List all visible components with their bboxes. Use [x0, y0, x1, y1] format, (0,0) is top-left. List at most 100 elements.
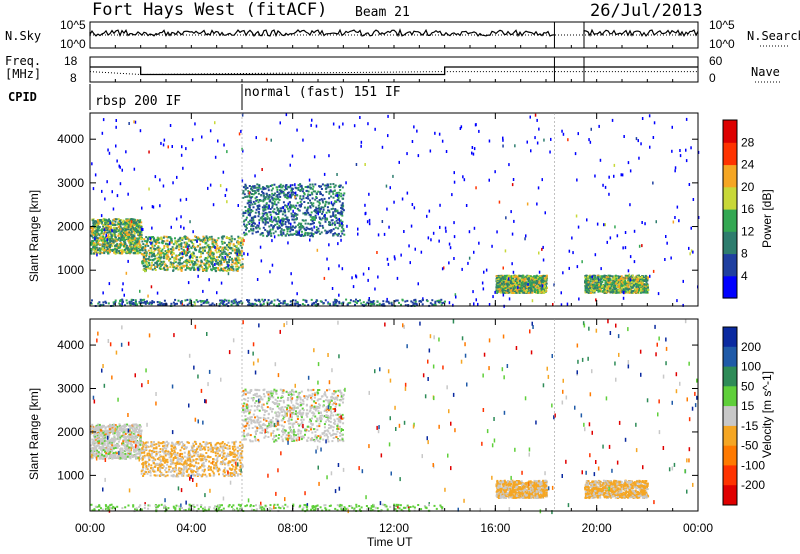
power-pixel: [290, 191, 293, 194]
power-pixel: [545, 282, 548, 285]
power-pixel: [290, 189, 293, 192]
power-pixel: [325, 230, 328, 233]
power-pixel: [678, 219, 680, 223]
power-pixel: [137, 225, 140, 228]
power-pixel: [641, 275, 643, 278]
power-pixel: [607, 277, 610, 280]
power-pixel: [613, 280, 616, 283]
power-pixel: [243, 219, 246, 222]
power-pixel: [287, 226, 290, 229]
power-pixel: [139, 251, 142, 254]
power-pixel: [247, 213, 250, 216]
power-pixel: [241, 265, 244, 268]
power-pixel: [639, 278, 642, 281]
power-pixel: [151, 241, 154, 244]
power-pixel: [214, 155, 217, 159]
power-pixel: [202, 240, 205, 243]
power-pixel: [187, 245, 189, 249]
power-pixel: [251, 232, 254, 235]
power-pixel: [148, 253, 151, 256]
power-pixel: [322, 208, 325, 211]
power-pixel: [594, 285, 597, 288]
power-pixel: [92, 248, 95, 251]
power-pixel: [90, 243, 93, 246]
power-pixel: [94, 227, 97, 230]
power-pixel: [162, 257, 165, 260]
power-pixel: [161, 240, 164, 243]
power-pixel: [514, 282, 517, 284]
power-pixel: [108, 244, 111, 247]
power-pixel: [679, 154, 682, 158]
power-pixel: [633, 260, 636, 264]
power-pixel: [276, 194, 279, 197]
power-pixel: [94, 244, 97, 247]
power-pixel: [204, 249, 206, 252]
power-pixel: [623, 282, 626, 285]
power-pixel: [125, 219, 128, 222]
power-pixel: [230, 265, 233, 268]
power-pixel: [282, 219, 285, 222]
power-pixel: [214, 263, 216, 266]
power-pixel: [98, 221, 101, 224]
power-pixel: [621, 282, 624, 285]
power-pixel: [241, 237, 244, 240]
power-pixel: [201, 252, 204, 255]
power-pixel: [295, 204, 298, 207]
power-pixel: [256, 199, 259, 201]
power-pixel: [221, 253, 224, 256]
power-pixel: [308, 232, 311, 235]
power-pixel: [504, 289, 507, 292]
power-pixel: [255, 199, 258, 202]
power-pixel: [183, 226, 185, 230]
power-pixel: [592, 278, 594, 281]
power-pixel: [248, 206, 251, 209]
power-pixel: [689, 252, 691, 256]
power-pixel: [102, 247, 104, 250]
power-pixel: [181, 255, 184, 258]
power-pixel: [277, 216, 280, 218]
power-pixel: [180, 269, 183, 272]
power-pixel: [368, 218, 371, 222]
power-pixel: [92, 222, 95, 225]
power-pixel: [158, 262, 161, 265]
power-pixel: [637, 139, 639, 143]
power-pixel: [602, 277, 605, 280]
power-pixel: [593, 276, 596, 279]
power-pixel: [453, 221, 455, 225]
power-pixel: [510, 289, 513, 292]
power-pixel: [271, 197, 274, 200]
power-pixel: [506, 290, 509, 293]
power-pixel: [685, 117, 688, 121]
power-pixel: [209, 183, 212, 187]
power-pixel: [508, 163, 510, 167]
power-pixel: [617, 281, 620, 284]
power-pixel: [676, 299, 678, 303]
power-pixel: [636, 288, 639, 291]
power-pixel: [327, 231, 330, 234]
power-pixel: [318, 199, 321, 201]
power-pixel: [597, 290, 600, 293]
power-pixel: [506, 285, 509, 288]
power-pixel: [636, 275, 639, 278]
power-pixel: [603, 279, 606, 282]
power-pixel: [553, 283, 555, 287]
power-pixel: [591, 281, 594, 284]
power-pixel: [527, 282, 529, 286]
power-pixel: [172, 243, 175, 246]
power-pixel: [604, 278, 607, 280]
power-pixel: [526, 288, 529, 291]
power-pixel: [97, 220, 100, 223]
power-pixel: [298, 204, 301, 207]
power-pixel: [292, 215, 295, 218]
power-pixel: [394, 257, 396, 261]
power-pixel: [125, 218, 128, 221]
power-pixel: [324, 205, 327, 208]
power-pixel: [526, 285, 529, 288]
power-pixel: [257, 192, 260, 195]
power-pixel: [214, 269, 217, 272]
power-pixel: [254, 202, 257, 205]
power-pixel: [138, 221, 141, 223]
power-pixel: [417, 282, 419, 286]
power-pixel: [514, 144, 516, 148]
power-pixel: [132, 239, 135, 241]
